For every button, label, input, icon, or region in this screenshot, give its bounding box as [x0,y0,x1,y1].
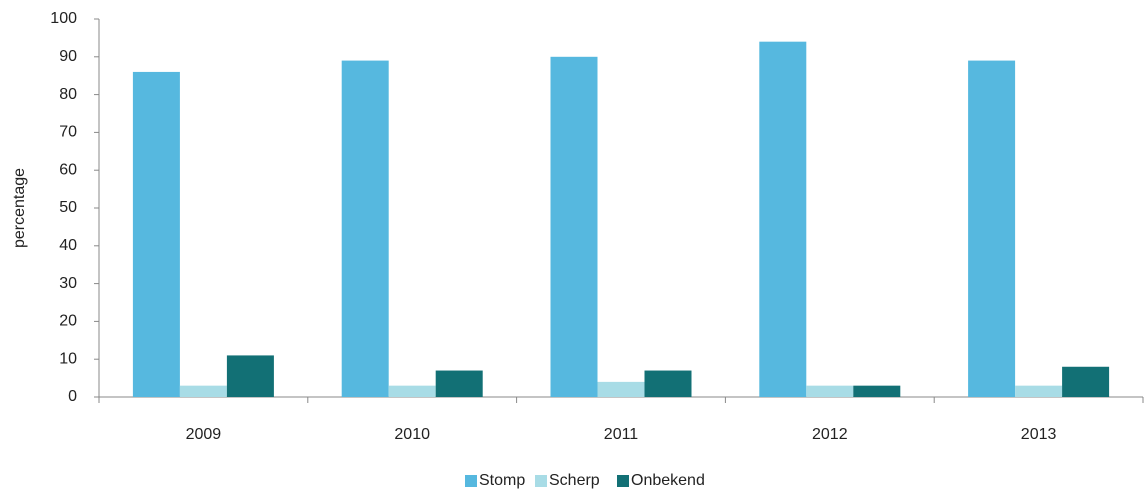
y-tick-label: 40 [59,237,77,254]
bar [1015,385,1063,397]
y-tick-label: 50 [59,199,77,216]
bar [132,71,180,398]
bar [806,385,854,397]
x-tick-label: 2009 [186,426,222,443]
legend-swatch [465,475,477,487]
bar [853,385,901,397]
y-tick-label: 0 [68,388,77,405]
bar [550,56,598,398]
y-tick-label: 10 [59,350,77,367]
bar [1062,366,1110,397]
y-axis-label: percentage [11,168,28,248]
bar [226,355,274,397]
y-tick-label: 80 [59,86,77,103]
bar [341,60,389,398]
legend-label: Scherp [549,472,600,489]
x-tick-label: 2012 [812,426,848,443]
bar [388,385,436,397]
bar [597,381,645,397]
bar [435,370,483,397]
y-tick-label: 90 [59,48,77,65]
bar [644,370,692,397]
x-tick-label: 2013 [1021,426,1057,443]
legend-swatch [617,475,629,487]
legend-swatch [535,475,547,487]
bar [759,41,807,398]
bar [968,60,1016,398]
y-tick-label: 100 [50,10,77,27]
legend-label: Stomp [479,472,525,489]
y-tick-label: 70 [59,124,77,141]
y-tick-label: 60 [59,161,77,178]
y-tick-label: 30 [59,275,77,292]
x-tick-label: 2011 [604,426,639,443]
legend-label: Onbekend [631,472,705,489]
x-tick-label: 2010 [394,426,430,443]
y-tick-label: 20 [59,313,77,330]
bar [179,385,227,397]
